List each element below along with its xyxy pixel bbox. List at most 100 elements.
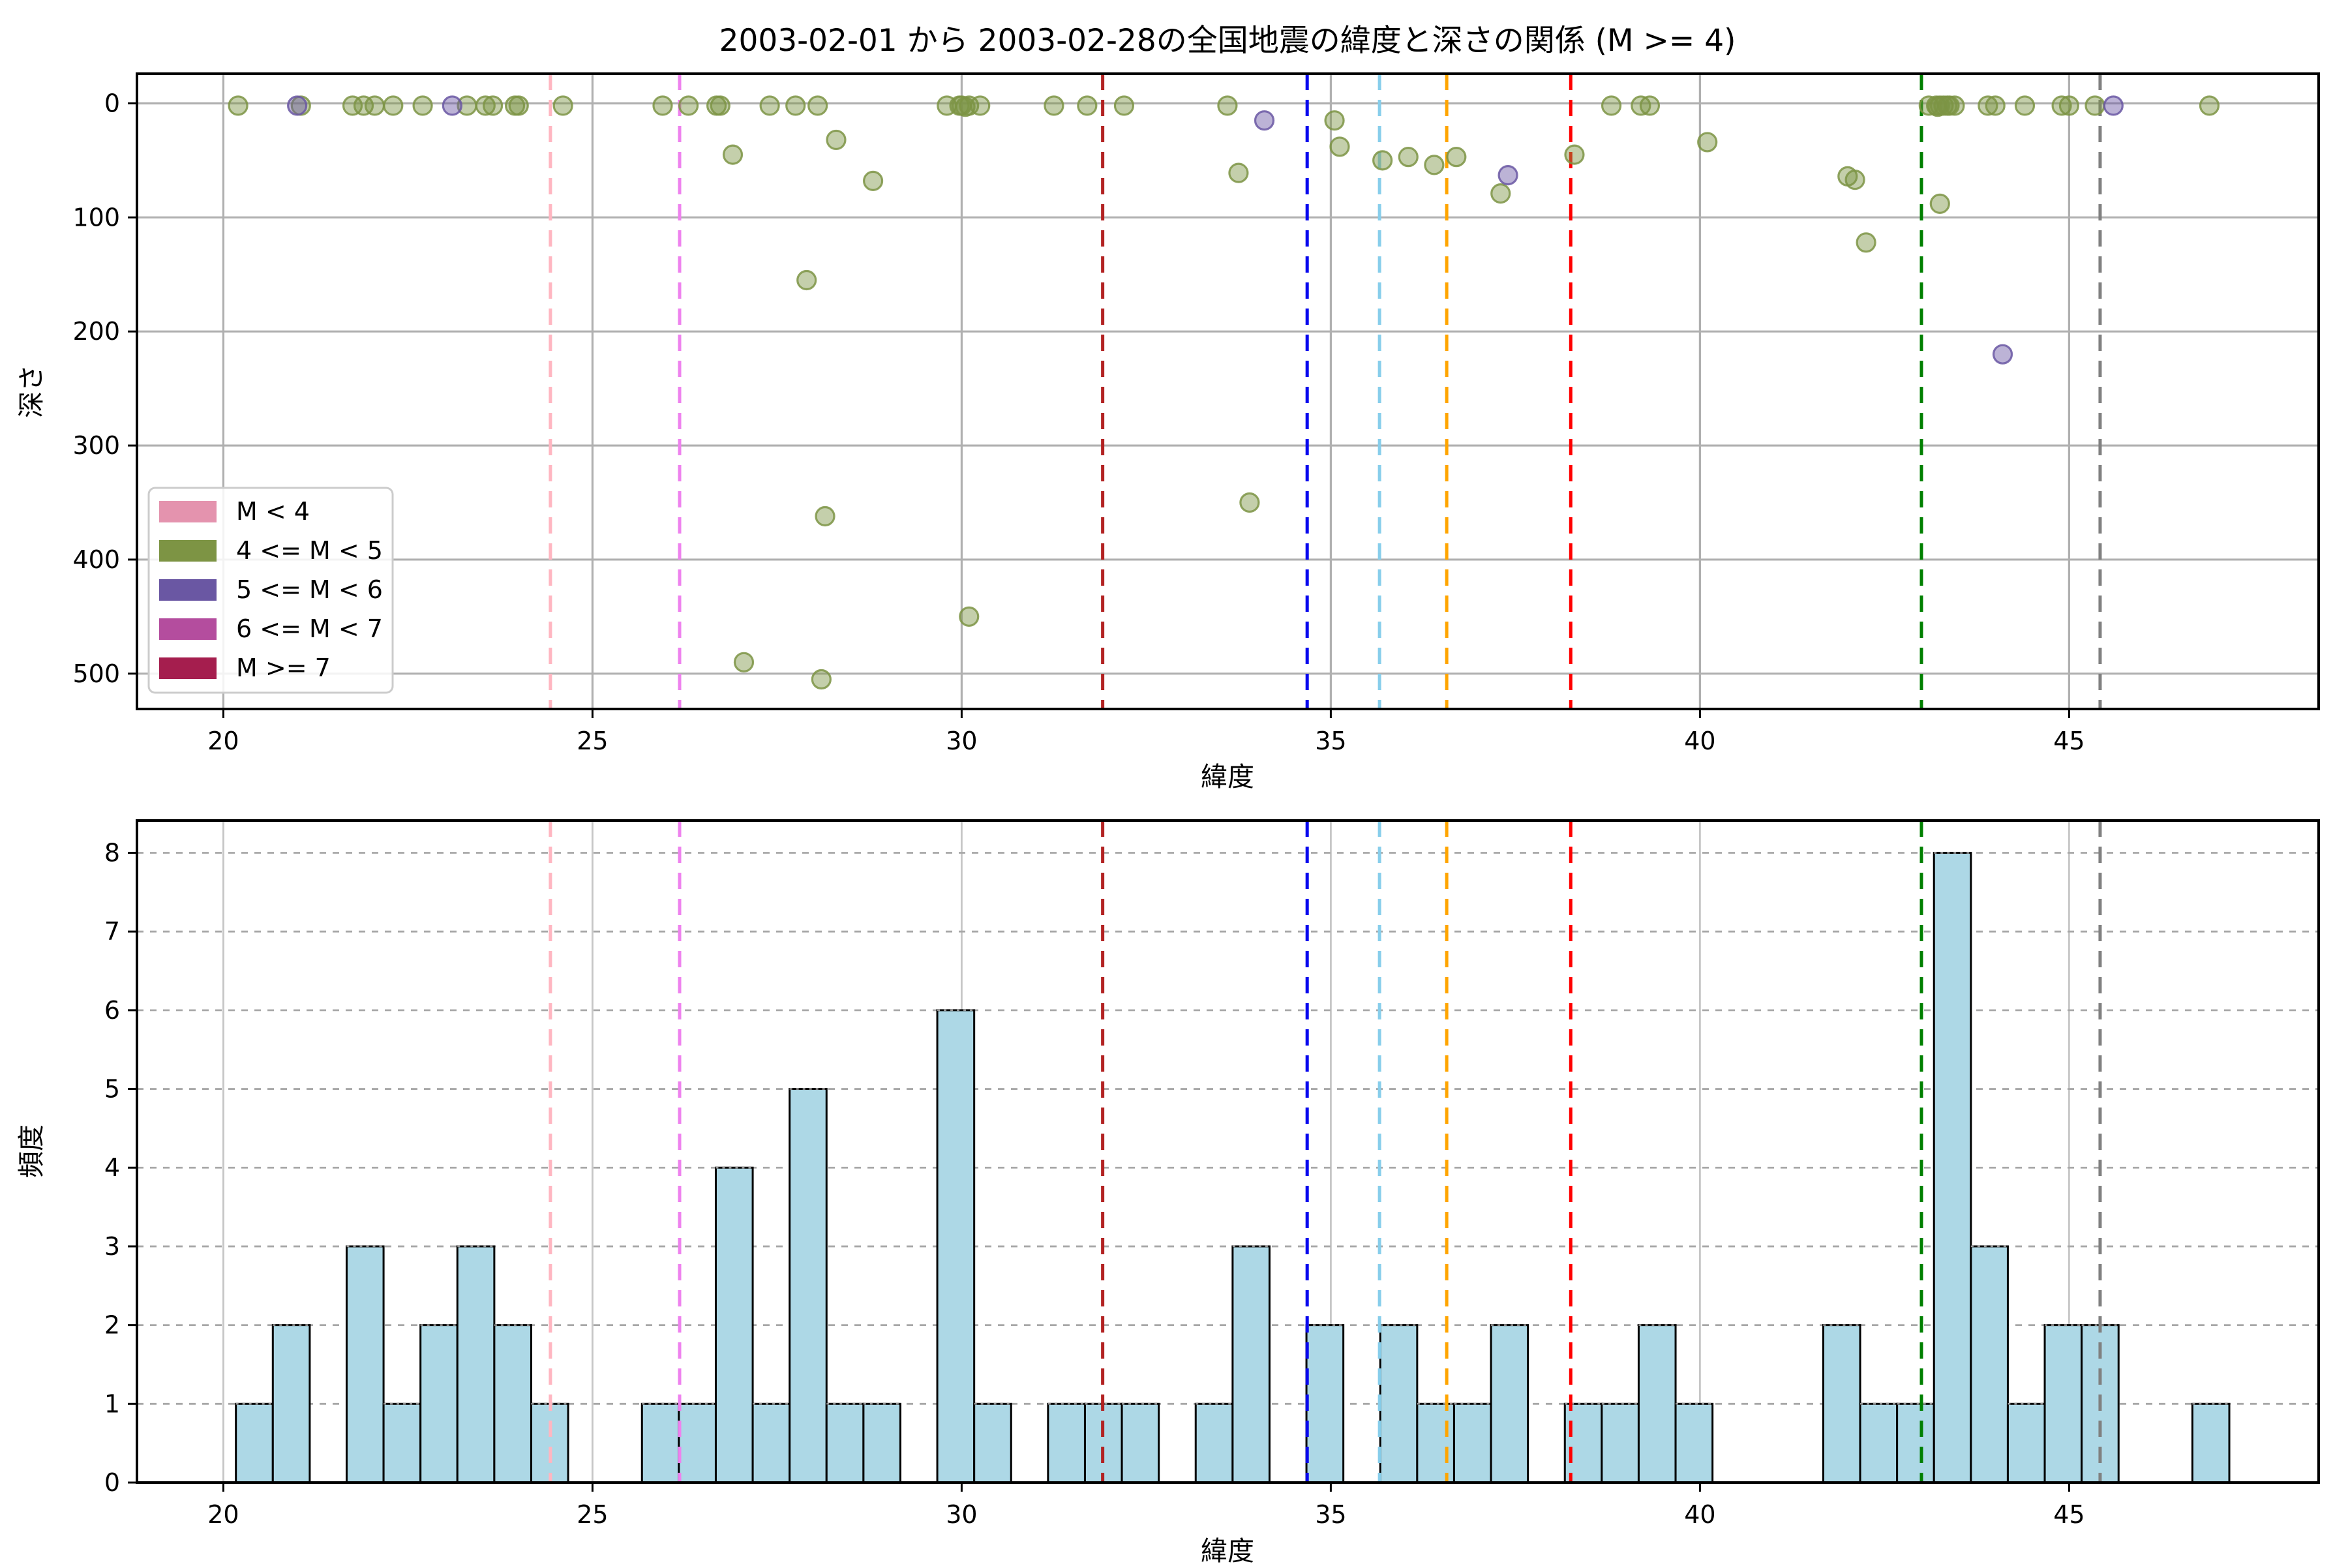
histogram-bar (789, 1088, 828, 1484)
scatter-point (1697, 132, 1718, 153)
legend-swatch (159, 618, 217, 640)
legend-entry-label: M >= 7 (236, 654, 331, 682)
histogram-bar (1047, 1402, 1086, 1484)
scatter-point (1372, 150, 1393, 171)
histogram-bar (678, 1402, 717, 1484)
scatter-point (2199, 95, 2220, 116)
histogram-bar (1231, 1245, 1271, 1484)
x-tick-label: 35 (1315, 727, 1346, 755)
scatter-point (2103, 95, 2124, 116)
scatter-point (1113, 95, 1135, 116)
histogram-bar (1083, 1402, 1123, 1484)
scatter-point (678, 95, 699, 116)
histogram-bar (456, 1245, 496, 1484)
histogram-bar (1121, 1402, 1160, 1484)
scatter-point (1329, 136, 1350, 157)
x-tick-label: 45 (2053, 727, 2085, 755)
histogram-bar (1637, 1324, 1677, 1484)
histogram-vlines (549, 821, 2102, 1483)
scatter-point (1639, 95, 1661, 116)
legend-swatch (159, 540, 217, 562)
x-tick-label: 20 (207, 1500, 239, 1529)
scatter-point (970, 95, 991, 116)
scatter-point (1844, 170, 1865, 190)
scatter-point (862, 170, 884, 191)
histogram-bar (1933, 851, 1972, 1484)
x-tick-label: 25 (577, 1500, 608, 1529)
x-tick-label: 30 (946, 1500, 977, 1529)
scatter-xaxis-label: 緯度 (1201, 761, 1254, 792)
scatter-point (287, 95, 308, 116)
y-tick-label: 1 (104, 1389, 120, 1418)
y-tick-label: 300 (72, 431, 120, 460)
histogram-bar (530, 1402, 569, 1484)
scatter-point (353, 95, 374, 116)
histogram-bar (1563, 1402, 1603, 1484)
histogram-bar (2006, 1402, 2046, 1484)
x-tick-label: 25 (577, 727, 608, 755)
legend-entry-label: 5 <= M < 6 (236, 575, 383, 604)
y-tick-label: 3 (104, 1232, 120, 1261)
scatter-point (1985, 95, 2006, 116)
histogram-bar (751, 1402, 791, 1484)
histogram-ticks (128, 851, 2070, 1492)
legend-box (147, 487, 394, 694)
scatter-point (442, 95, 462, 116)
scatter-vlines (549, 74, 2102, 709)
scatter-point (815, 505, 835, 527)
scatter-point (2058, 95, 2079, 116)
histogram-bar (1674, 1402, 1714, 1484)
x-tick-label: 35 (1315, 1500, 1346, 1529)
histogram-bar (493, 1324, 532, 1484)
histogram-bars (235, 851, 2231, 1484)
scatter-yaxis-label: 深さ (16, 365, 47, 418)
scatter-point (796, 269, 817, 291)
histogram-bar (1305, 1324, 1345, 1484)
legend-entry-label: 6 <= M < 7 (236, 614, 383, 643)
histogram-bar (419, 1324, 459, 1484)
scatter-point (1601, 95, 1622, 116)
histogram-bar (271, 1324, 311, 1484)
scatter-point (652, 95, 673, 116)
histogram-xaxis-label: 緯度 (1201, 1535, 1254, 1565)
histogram-bar (1379, 1324, 1419, 1484)
scatter-point (959, 95, 980, 116)
x-tick-label: 45 (2053, 1500, 2085, 1529)
histogram-bar (345, 1245, 385, 1484)
legend-entry-label: 4 <= M < 5 (236, 536, 383, 565)
scatter-point (759, 95, 780, 116)
histogram-bar (1194, 1402, 1234, 1484)
histogram-bar (973, 1402, 1012, 1484)
scatter-point (1324, 110, 1345, 131)
scatter-point (1944, 95, 1965, 116)
histogram-bar (2191, 1402, 2231, 1484)
scatter-point (811, 669, 832, 690)
histogram-bar (936, 1009, 976, 1484)
scatter-point (1564, 144, 1585, 165)
scatter-point (508, 95, 529, 116)
scatter-point (1239, 492, 1260, 513)
histogram-bar (825, 1402, 865, 1484)
histogram-bar (640, 1402, 680, 1484)
y-tick-label: 100 (72, 203, 120, 232)
x-tick-label: 40 (1684, 727, 1715, 755)
scatter-point (1978, 95, 1998, 116)
scatter-tick-labels: 20 25 30 35 40 45 0 100 200 300 400 500 (72, 89, 2085, 755)
histogram-bar (1970, 1245, 2009, 1484)
scatter-point (722, 144, 744, 165)
histogram-plot-frame (136, 819, 2320, 1484)
x-tick-label: 40 (1684, 1500, 1715, 1529)
scatter-plot-frame (136, 72, 2320, 710)
y-tick-label: 8 (104, 838, 120, 867)
y-tick-label: 200 (72, 317, 120, 346)
histogram-bar (1822, 1324, 1861, 1484)
legend-swatch (159, 579, 217, 601)
scatter-point (1044, 95, 1064, 116)
histogram-bar (714, 1166, 754, 1484)
scatter-point (383, 95, 404, 116)
histogram-bar (1859, 1402, 1899, 1484)
histogram-bar (1601, 1402, 1640, 1484)
legend-swatch (159, 501, 217, 522)
scatter-point (475, 95, 496, 116)
scatter-point (1228, 162, 1249, 183)
